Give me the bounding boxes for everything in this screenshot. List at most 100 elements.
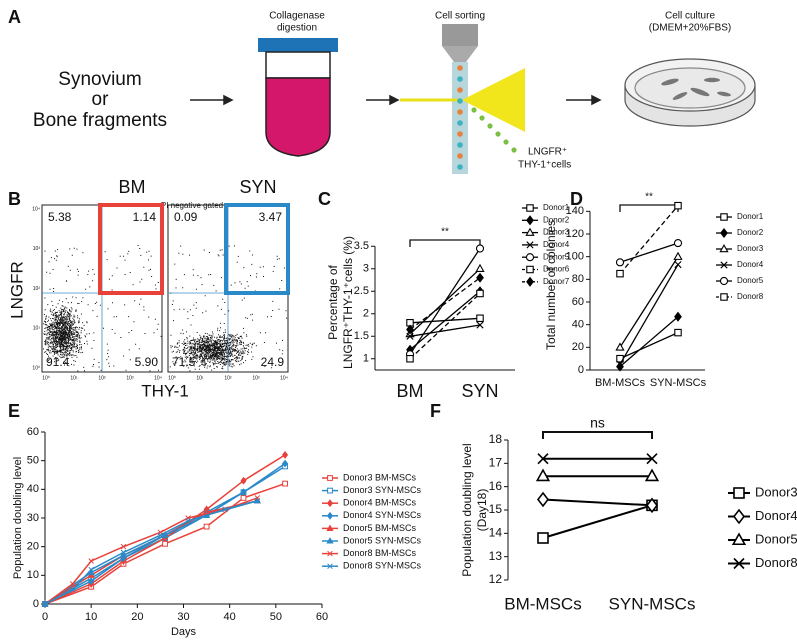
y-tick-label: 17 bbox=[489, 456, 503, 470]
quadrant-value: 5.38 bbox=[48, 210, 72, 224]
series-line bbox=[409, 324, 481, 337]
marker bbox=[254, 498, 261, 504]
marker bbox=[222, 506, 228, 513]
legend-label: Donor1 bbox=[543, 203, 570, 212]
marker bbox=[674, 311, 682, 322]
cell-sorter bbox=[400, 24, 525, 174]
series-line bbox=[619, 264, 679, 365]
marker bbox=[731, 532, 747, 546]
category-label: BM-MSCs bbox=[504, 594, 581, 613]
significance-bracket bbox=[542, 431, 653, 439]
marker bbox=[326, 499, 334, 508]
marker bbox=[327, 563, 333, 569]
marker bbox=[282, 450, 289, 459]
marker bbox=[645, 497, 659, 514]
flow-tick-label: 10² bbox=[33, 286, 41, 292]
flow-tick-label: 10⁴ bbox=[32, 206, 40, 212]
marker bbox=[282, 480, 288, 487]
y-tick-label: 40 bbox=[27, 483, 39, 495]
legend-label: Donor4 BM-MSCs bbox=[343, 498, 417, 508]
x-tick-label: 60 bbox=[316, 611, 328, 623]
legend-label: Donor5 BM-MSCs bbox=[343, 523, 417, 533]
stream-dot bbox=[457, 109, 463, 115]
marker bbox=[644, 468, 660, 482]
marker bbox=[326, 524, 334, 531]
quadrant-value: 91.4 bbox=[46, 355, 70, 369]
y-axis-title: Population doubling level bbox=[12, 457, 24, 579]
marker bbox=[525, 227, 535, 236]
legend-label: Donor7 bbox=[543, 277, 570, 286]
flow-tick-label: 10¹ bbox=[196, 375, 204, 381]
marker bbox=[185, 518, 191, 524]
y-tick-label: 0 bbox=[33, 598, 39, 610]
marker bbox=[406, 354, 414, 363]
legend-label: Donor6 bbox=[543, 265, 570, 274]
series-line bbox=[619, 205, 679, 275]
y-tick-label: 120 bbox=[566, 228, 584, 240]
marker bbox=[240, 495, 247, 501]
marker bbox=[120, 549, 127, 556]
series-line bbox=[619, 332, 679, 360]
y-tick-label: 2.5 bbox=[354, 285, 369, 297]
stream-dot bbox=[457, 87, 463, 93]
step-label: Collagenase bbox=[269, 11, 325, 22]
significance-label: ns bbox=[590, 415, 605, 431]
quadrant-value: 24.9 bbox=[261, 355, 285, 369]
gate-box bbox=[98, 203, 164, 295]
marker bbox=[535, 468, 551, 482]
y-tick-label: 60 bbox=[27, 426, 39, 438]
y-tick-label: 20 bbox=[27, 541, 39, 553]
y-tick-label: 40 bbox=[572, 319, 584, 331]
marker bbox=[720, 293, 728, 301]
y-tick-label: 16 bbox=[489, 479, 503, 493]
marker bbox=[327, 475, 333, 481]
marker bbox=[525, 253, 535, 262]
cell-label: LNGFR⁺ bbox=[528, 147, 567, 158]
marker bbox=[526, 215, 534, 226]
legend-label: Donor4 bbox=[543, 240, 570, 249]
legend-label: Donor5 SYN-MSCs bbox=[343, 535, 422, 545]
y-tick-label: 13 bbox=[489, 549, 503, 563]
marker bbox=[526, 204, 534, 212]
y-tick-label: 50 bbox=[27, 455, 39, 467]
y-tick-label: 12 bbox=[489, 572, 503, 586]
marker bbox=[674, 261, 682, 269]
step-label: digestion bbox=[277, 23, 317, 34]
flow-tick-label: 10³ bbox=[252, 375, 260, 381]
series-line bbox=[44, 500, 258, 605]
x-tick-label: 10 bbox=[85, 611, 97, 623]
marker bbox=[326, 511, 334, 520]
gate-label: PI negative gated bbox=[161, 201, 223, 210]
marker bbox=[646, 453, 658, 465]
y-axis-title: Total number of colonies bbox=[544, 220, 558, 350]
y-axis-title: (Day18) bbox=[475, 489, 489, 532]
series-line bbox=[542, 498, 653, 507]
marker bbox=[120, 543, 127, 550]
flow-tick-label: 10⁰ bbox=[42, 375, 50, 381]
gate-box bbox=[224, 203, 290, 295]
marker bbox=[406, 332, 414, 340]
panel-label: E bbox=[8, 401, 20, 421]
marker bbox=[326, 537, 334, 544]
y-tick-label: 14 bbox=[489, 526, 503, 540]
tube bbox=[258, 38, 338, 157]
legend-label: Donor5 bbox=[755, 531, 797, 546]
axis-label: LNGFR bbox=[7, 261, 26, 319]
quadrant-value: 0.09 bbox=[174, 210, 198, 224]
marker bbox=[162, 540, 168, 547]
marker bbox=[615, 258, 625, 267]
flow-tick-label: 10² bbox=[98, 375, 106, 381]
legend-label: Donor3 BM-MSCs bbox=[343, 472, 417, 482]
marker bbox=[616, 360, 624, 368]
flow-tick-label: 10³ bbox=[33, 246, 41, 252]
marker bbox=[526, 241, 534, 249]
marker bbox=[526, 276, 534, 287]
category-label: SYN-MSCs bbox=[609, 594, 696, 613]
marker bbox=[88, 577, 95, 586]
flow-tick-label: 10⁰ bbox=[168, 375, 176, 381]
category-label: SYN-MSCs bbox=[650, 377, 707, 389]
significance-bracket bbox=[409, 239, 481, 247]
marker bbox=[720, 261, 728, 269]
source-text: or bbox=[92, 89, 110, 110]
x-tick-label: 40 bbox=[224, 611, 236, 623]
